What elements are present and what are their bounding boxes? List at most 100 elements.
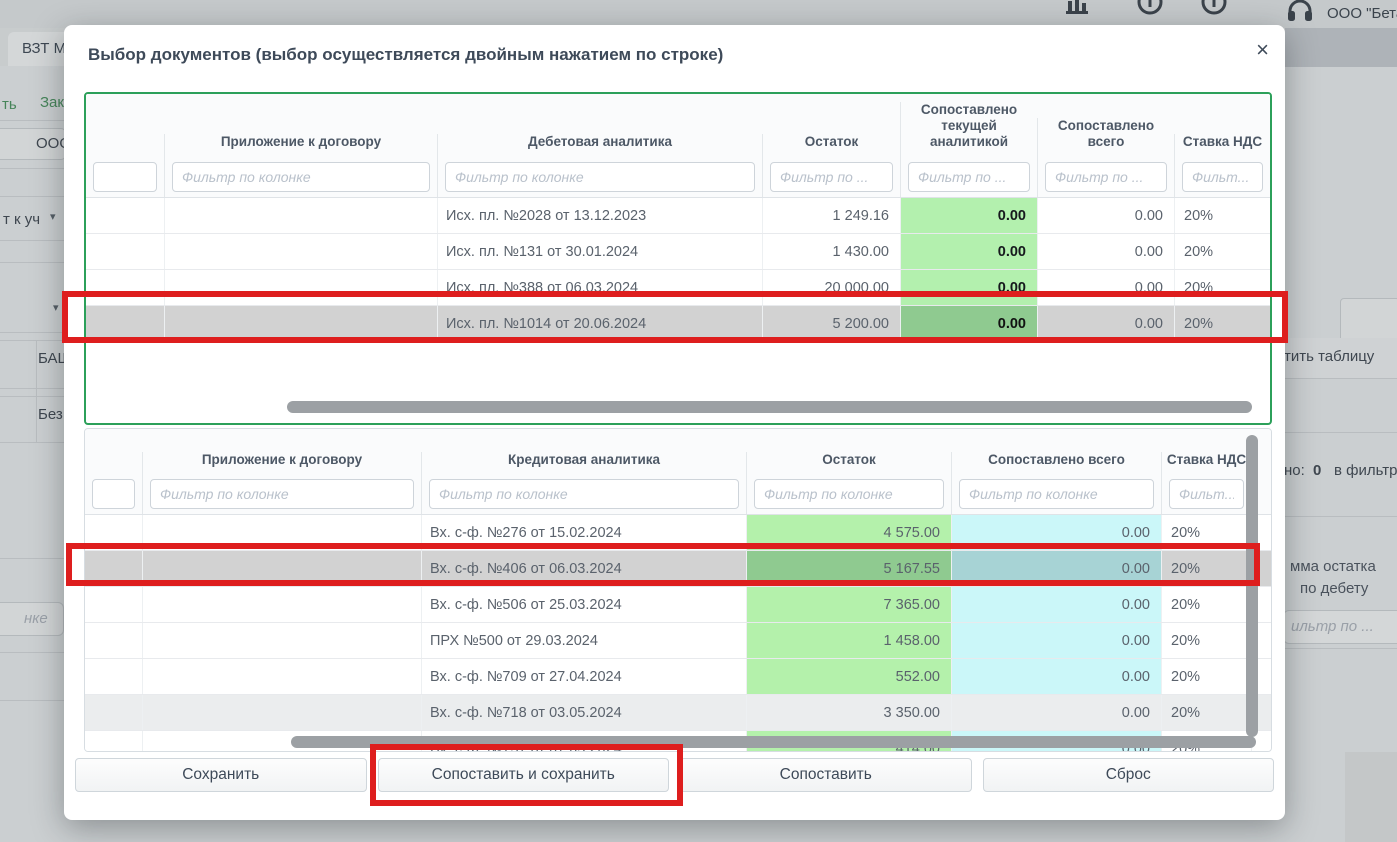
table-row[interactable]: Вх. с-ф. №709 от 27.04.2024 552.00 0.00 20% <box>85 659 1271 695</box>
filter-cell <box>1037 156 1174 197</box>
column-header: Дебетовая аналитика <box>437 134 762 156</box>
rest-amount-cell: 1 249.16 <box>762 198 900 233</box>
document-cell: Исх. пл. №388 от 06.03.2024 <box>437 270 762 305</box>
column-filter-input[interactable] <box>172 161 430 192</box>
empty-cell <box>85 551 142 586</box>
rest-amount-cell: 5 167.55 <box>746 551 951 586</box>
column-header: Сопоставлено всего <box>1037 118 1174 156</box>
matched-total-cell: 0.00 <box>1037 306 1174 341</box>
question-icon <box>1200 0 1228 21</box>
matched-current-cell: 0.00 <box>900 270 1037 305</box>
dialog-title: Выбор документов (выбор осуществляется д… <box>88 45 724 64</box>
vertical-scrollbar[interactable] <box>1246 435 1258 737</box>
table-row[interactable]: Исх. пл. №2028 от 13.12.2023 1 249.16 0.00… <box>86 198 1270 234</box>
empty-cell <box>85 587 142 622</box>
bg-filter-stub: нке <box>24 610 48 627</box>
vat-rate-cell: 20% <box>1161 623 1251 658</box>
bg-counter-suffix: в фильтр <box>1334 462 1397 479</box>
table-row[interactable]: Вх. с-ф. №276 от 15.02.2024 4 575.00 0.00 2… <box>85 515 1271 551</box>
footer-button-match-and-save[interactable]: Сопоставить и сохранить <box>377 758 669 792</box>
bar-chart-icon <box>1066 0 1092 20</box>
debit-table-body: Исх. пл. №2028 от 13.12.2023 1 249.16 0.00… <box>86 198 1270 342</box>
matched-total-cell: 0.00 <box>951 623 1161 658</box>
matched-total-cell: 0.00 <box>951 695 1161 730</box>
filter-cell <box>86 156 164 197</box>
empty-cell <box>86 270 164 305</box>
vat-rate-cell: 20% <box>1174 270 1270 305</box>
document-cell: Исх. пл. №131 от 30.01.2024 <box>437 234 762 269</box>
vat-rate-cell: 20% <box>1161 695 1251 730</box>
appendix-cell <box>142 695 421 730</box>
column-header: Ставка НДС <box>1161 452 1251 474</box>
appendix-cell <box>164 234 437 269</box>
headset-icon <box>1286 0 1314 27</box>
table-row[interactable]: ПРХ №500 от 29.03.2024 1 458.00 0.00 20% <box>85 623 1271 659</box>
column-filter-input[interactable] <box>770 161 893 192</box>
matched-total-cell: 0.00 <box>1037 270 1174 305</box>
table-row[interactable]: Исх. пл. №1014 от 20.06.2024 5 200.00 0.00… <box>86 306 1270 342</box>
appendix-cell <box>142 587 421 622</box>
table-row[interactable]: Исх. пл. №388 от 06.03.2024 20 000.00 0.00… <box>86 270 1270 306</box>
table-row[interactable]: Вх. с-ф. №406 от 06.03.2024 5 167.55 0.00 2… <box>85 551 1271 587</box>
rest-amount-cell: 1 458.00 <box>746 623 951 658</box>
column-filter-input[interactable] <box>908 161 1030 192</box>
appendix-cell <box>142 551 421 586</box>
document-cell: Вх. с-ф. №709 от 27.04.2024 <box>421 659 746 694</box>
footer-button-сопоставить[interactable]: Сопоставить <box>680 758 972 792</box>
question-icon <box>1136 0 1164 21</box>
column-filter-input[interactable] <box>92 479 135 509</box>
column-filter-input[interactable] <box>150 479 414 509</box>
filter-cell <box>421 474 746 514</box>
column-header: Ставка НДС <box>1174 134 1270 156</box>
chevron-down-icon: ▾ <box>53 302 59 314</box>
horizontal-scrollbar[interactable] <box>287 401 1252 413</box>
table-row[interactable]: Исх. пл. №131 от 30.01.2024 1 430.00 0.00 0… <box>86 234 1270 270</box>
table-row[interactable]: Вх. с-ф. №506 от 25.03.2024 7 365.00 0.00 2… <box>85 587 1271 623</box>
column-filter-input[interactable] <box>1182 161 1263 192</box>
credit-table-body: Вх. с-ф. №276 от 15.02.2024 4 575.00 0.00 2… <box>85 515 1271 751</box>
document-cell: Вх. с-ф. №406 от 06.03.2024 <box>421 551 746 586</box>
rest-amount-cell: 1 430.00 <box>762 234 900 269</box>
document-cell: Вх. с-ф. №718 от 03.05.2024 <box>421 695 746 730</box>
empty-cell <box>86 198 164 233</box>
vat-rate-cell: 20% <box>1161 515 1251 550</box>
column-header: Кредитовая аналитика <box>421 452 746 474</box>
column-filter-input[interactable] <box>1169 479 1244 509</box>
vat-rate-cell: 20% <box>1161 551 1251 586</box>
document-cell: Исх. пл. №2028 от 13.12.2023 <box>437 198 762 233</box>
bg-debit-sum-fragment: мма остатка <box>1290 558 1376 575</box>
column-filter-input[interactable] <box>93 161 157 192</box>
filter-cell <box>85 474 142 514</box>
footer-button-сброс[interactable]: Сброс <box>982 758 1274 792</box>
document-cell: Вх. с-ф. №506 от 25.03.2024 <box>421 587 746 622</box>
empty-cell <box>85 695 142 730</box>
filter-cell <box>437 156 762 197</box>
column-filter-input[interactable] <box>429 479 739 509</box>
rest-amount-cell: 552.00 <box>746 659 951 694</box>
empty-cell <box>85 731 142 751</box>
empty-cell <box>86 234 164 269</box>
matched-total-cell: 0.00 <box>951 515 1161 550</box>
column-filter-input[interactable] <box>959 479 1154 509</box>
bg-account-fragment: т к уч <box>3 211 41 228</box>
footer-button-сохранить[interactable]: Сохранить <box>75 758 367 792</box>
table-row[interactable]: Вх. с-ф. №718 от 03.05.2024 3 350.00 0.00 2… <box>85 695 1271 731</box>
rest-amount-cell: 4 575.00 <box>746 515 951 550</box>
bg-counter-prefix: но: <box>1284 462 1305 479</box>
horizontal-scrollbar[interactable] <box>291 736 1256 748</box>
empty-cell <box>85 659 142 694</box>
matched-total-cell: 0.00 <box>951 659 1161 694</box>
column-filter-input[interactable] <box>445 161 755 192</box>
close-icon[interactable]: × <box>1256 37 1269 62</box>
column-filter-input[interactable] <box>754 479 944 509</box>
matched-current-cell: 0.00 <box>900 306 1037 341</box>
document-selection-dialog: Выбор документов (выбор осуществляется д… <box>64 25 1285 820</box>
rest-amount-cell: 20 000.00 <box>762 270 900 305</box>
column-filter-input[interactable] <box>1045 161 1167 192</box>
appendix-cell <box>142 659 421 694</box>
bg-filter-stub: ильтр по ... <box>1291 618 1374 635</box>
rest-amount-cell: 7 365.00 <box>746 587 951 622</box>
bg-clear-table-fragment: тить таблицу <box>1284 348 1375 365</box>
rest-amount-cell: 3 350.00 <box>746 695 951 730</box>
